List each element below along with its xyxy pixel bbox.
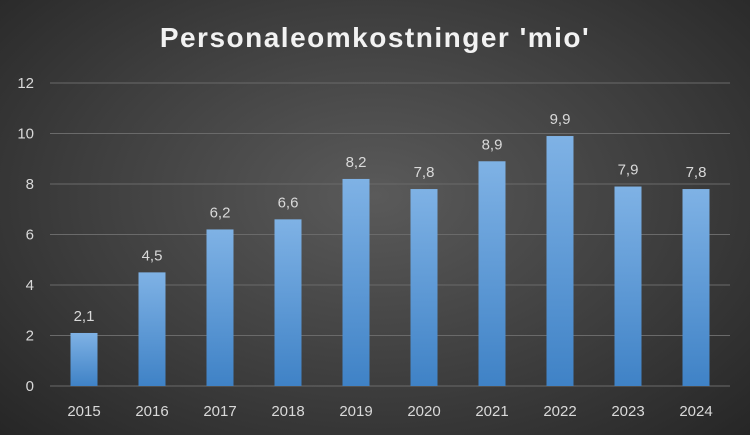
y-tick-label: 4 (26, 277, 34, 294)
bar-2023 (614, 186, 642, 386)
data-label: 2,1 (74, 308, 95, 325)
data-label: 7,9 (618, 162, 639, 179)
bar-2021 (478, 161, 506, 386)
data-label: 7,8 (414, 164, 435, 181)
bar-2022 (546, 136, 574, 386)
x-tick-label: 2022 (543, 403, 576, 420)
y-tick-label: 2 (26, 328, 34, 345)
data-label: 8,2 (346, 154, 367, 171)
data-label: 9,9 (550, 111, 571, 128)
y-tick-label: 10 (17, 126, 34, 143)
bar-2016 (138, 272, 166, 386)
chart-title: Personaleomkostninger 'mio' (160, 22, 590, 53)
data-label: 7,8 (686, 164, 707, 181)
x-axis-ticks: 2015 2016 2017 2018 2019 2020 2021 2022 2023 2024 (67, 403, 712, 420)
bar-2015 (70, 332, 98, 386)
x-tick-label: 2023 (611, 403, 644, 420)
data-label: 8,9 (482, 136, 503, 153)
x-tick-label: 2019 (339, 403, 372, 420)
bars (70, 136, 710, 386)
data-label: 4,5 (142, 247, 163, 264)
y-tick-label: 6 (26, 227, 34, 244)
data-labels: 2,1 4,5 6,2 6,6 8,2 7,8 8,9 9,9 7,9 7,8 (74, 111, 707, 325)
y-tick-label: 12 (17, 75, 34, 92)
bar-2024 (682, 189, 710, 386)
data-label: 6,6 (278, 194, 299, 211)
x-tick-label: 2020 (407, 403, 440, 420)
x-tick-label: 2021 (475, 403, 508, 420)
y-tick-label: 0 (26, 378, 34, 395)
x-tick-label: 2018 (271, 403, 304, 420)
x-tick-label: 2016 (135, 403, 168, 420)
bar-2017 (206, 229, 234, 386)
bar-2018 (274, 219, 302, 386)
x-tick-label: 2024 (679, 403, 712, 420)
data-label: 6,2 (210, 204, 231, 221)
y-axis-ticks: 0 2 4 6 8 10 12 (17, 75, 34, 395)
bar-2019 (342, 178, 370, 386)
bar-2020 (410, 189, 438, 386)
y-tick-label: 8 (26, 176, 34, 193)
x-tick-label: 2017 (203, 403, 236, 420)
x-tick-label: 2015 (67, 403, 100, 420)
